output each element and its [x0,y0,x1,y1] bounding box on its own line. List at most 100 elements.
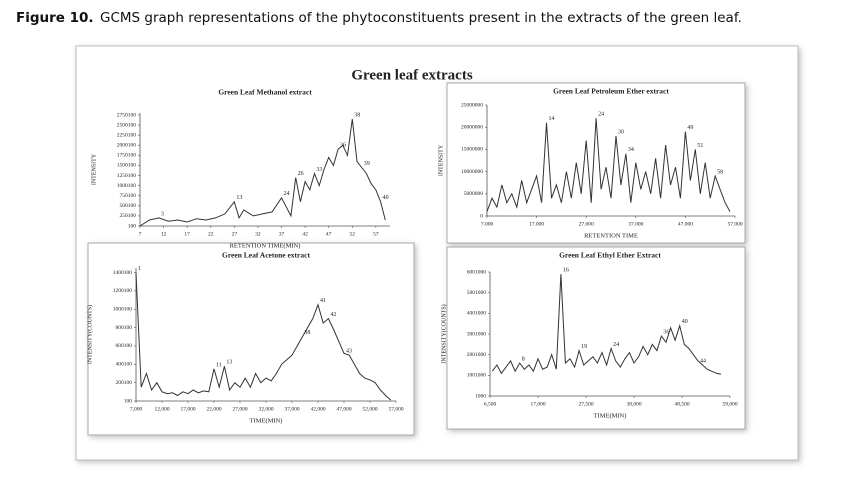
caption-label: Figure 10. [16,10,94,26]
peak-label: 3 [161,211,164,217]
y-tick-label: 20000000 [461,124,483,130]
x-tick-label: 37,000 [284,406,299,412]
y-tick-label: 800100 [116,325,133,331]
x-tick-label: 32 [255,231,261,237]
y-tick-label: 1500100 [117,163,137,169]
peak-label: 24 [284,191,290,197]
peak-label: 13 [236,195,242,201]
peak-label: 43 [346,349,352,355]
peak-label: 40 [383,195,389,201]
chart-title: Green Leaf Methanol extract [218,88,312,97]
peak-label: 44 [700,358,706,364]
y-tick-label: 400100 [116,362,133,368]
panel-frame [446,246,746,430]
y-tick-label: 6001000 [467,269,487,275]
y-tick-label: 200100 [116,380,133,386]
peak-label: 42 [330,312,336,318]
peak-label: 33 [317,167,323,173]
peak-label: 38 [304,330,310,336]
x-tick-label: 57 [373,231,379,237]
y-tick-label: 1200100 [113,288,133,294]
y-tick-label: 15000000 [461,147,483,153]
peak-label: 30 [618,129,624,135]
x-axis-label: TIME(MIN) [250,417,283,424]
x-tick-label: 47.000 [678,221,693,227]
y-tick-label: 1000100 [117,183,137,189]
y-tick-label: 0 [480,213,483,219]
x-tick-label: 47 [326,231,332,237]
chromatogram-line [491,274,722,375]
x-tick-label: 7 [139,231,142,237]
x-tick-label: 42,000 [310,406,325,412]
y-tick-label: 4001000 [467,311,487,317]
peak-label: 8 [522,356,525,362]
peak-label: 58 [717,169,723,175]
x-tick-label: 47,000 [336,406,351,412]
x-tick-label: 17 [184,231,190,237]
x-tick-label: 22 [208,231,214,237]
y-axis-label: INTENSITY(COUNTS) [440,304,447,363]
figure-title: Green leaf extracts [351,67,472,83]
y-axis-label: INTENSITY [438,144,444,176]
x-axis-label: RETENTION TIME [584,232,638,239]
peak-label: 51 [697,143,703,149]
y-tick-label: 1000 [475,393,486,399]
peak-label: 49 [687,125,693,131]
y-tick-label: 1750100 [117,153,137,159]
y-tick-label: 100 [128,223,137,229]
x-tick-label: 12 [161,231,167,237]
y-tick-label: 2250100 [117,132,137,138]
peak-label: 16 [563,267,569,273]
x-tick-label: 7.000 [481,221,494,227]
peak-label: 39 [364,161,370,167]
x-tick-label: 52,000 [362,406,377,412]
chart-title: Green Leaf Acetone extract [222,251,310,260]
y-tick-label: 2001000 [467,352,487,358]
peak-label: 40 [682,319,688,325]
chromatogram-line [486,118,731,212]
x-tick-label: 48,500 [674,401,689,407]
x-tick-label: 32,000 [258,406,273,412]
peak-label: 24 [613,342,619,348]
x-tick-label: 42 [302,231,308,237]
y-tick-label: 600100 [116,343,133,349]
x-tick-label: 37 [279,231,285,237]
y-tick-label: 5000000 [464,191,484,197]
y-tick-label: 1250100 [117,173,137,179]
chart-title: Green Leaf Ethyl Ether Extract [559,251,661,260]
peak-label: 38 [354,112,360,118]
x-axis-label: RETENTION TIME(MIN) [230,242,301,249]
peak-label: 26 [298,171,304,177]
x-tick-label: 27,000 [232,406,247,412]
peak-label: 14 [549,116,555,122]
y-tick-label: 1001000 [467,373,487,379]
x-tick-label: 27.000 [579,221,594,227]
y-tick-label: 250100 [120,213,137,219]
peak-label: 36 [663,329,669,335]
y-tick-label: 1400100 [113,270,133,276]
peak-label: 34 [628,147,634,153]
y-tick-label: 500100 [120,203,137,209]
y-tick-label: 25000000 [461,102,483,108]
x-tick-label: 37.000 [628,221,643,227]
x-tick-label: 22,000 [206,406,221,412]
x-tick-label: 57.000 [727,221,742,227]
x-tick-label: 27,500 [578,401,593,407]
y-tick-label: 2500100 [117,122,137,128]
peak-label: 41 [320,298,326,304]
y-axis-label: INTENSITY(COUNTS) [86,305,93,364]
x-tick-label: 6,500 [484,401,497,407]
y-tick-label: 3001000 [467,331,487,337]
peak-label: 24 [598,112,604,118]
peak-label: 1 [138,266,141,272]
y-tick-label: 1000100 [113,307,133,313]
x-tick-label: 59,000 [722,401,737,407]
x-tick-label: 57,000 [388,406,403,412]
x-tick-label: 52 [350,231,356,237]
y-tick-label: 10000000 [461,169,483,175]
peak-label: 13 [226,360,232,366]
y-axis-label: INTENSITY [91,153,97,185]
y-tick-label: 750100 [120,193,137,199]
y-tick-label: 2750100 [117,112,137,118]
